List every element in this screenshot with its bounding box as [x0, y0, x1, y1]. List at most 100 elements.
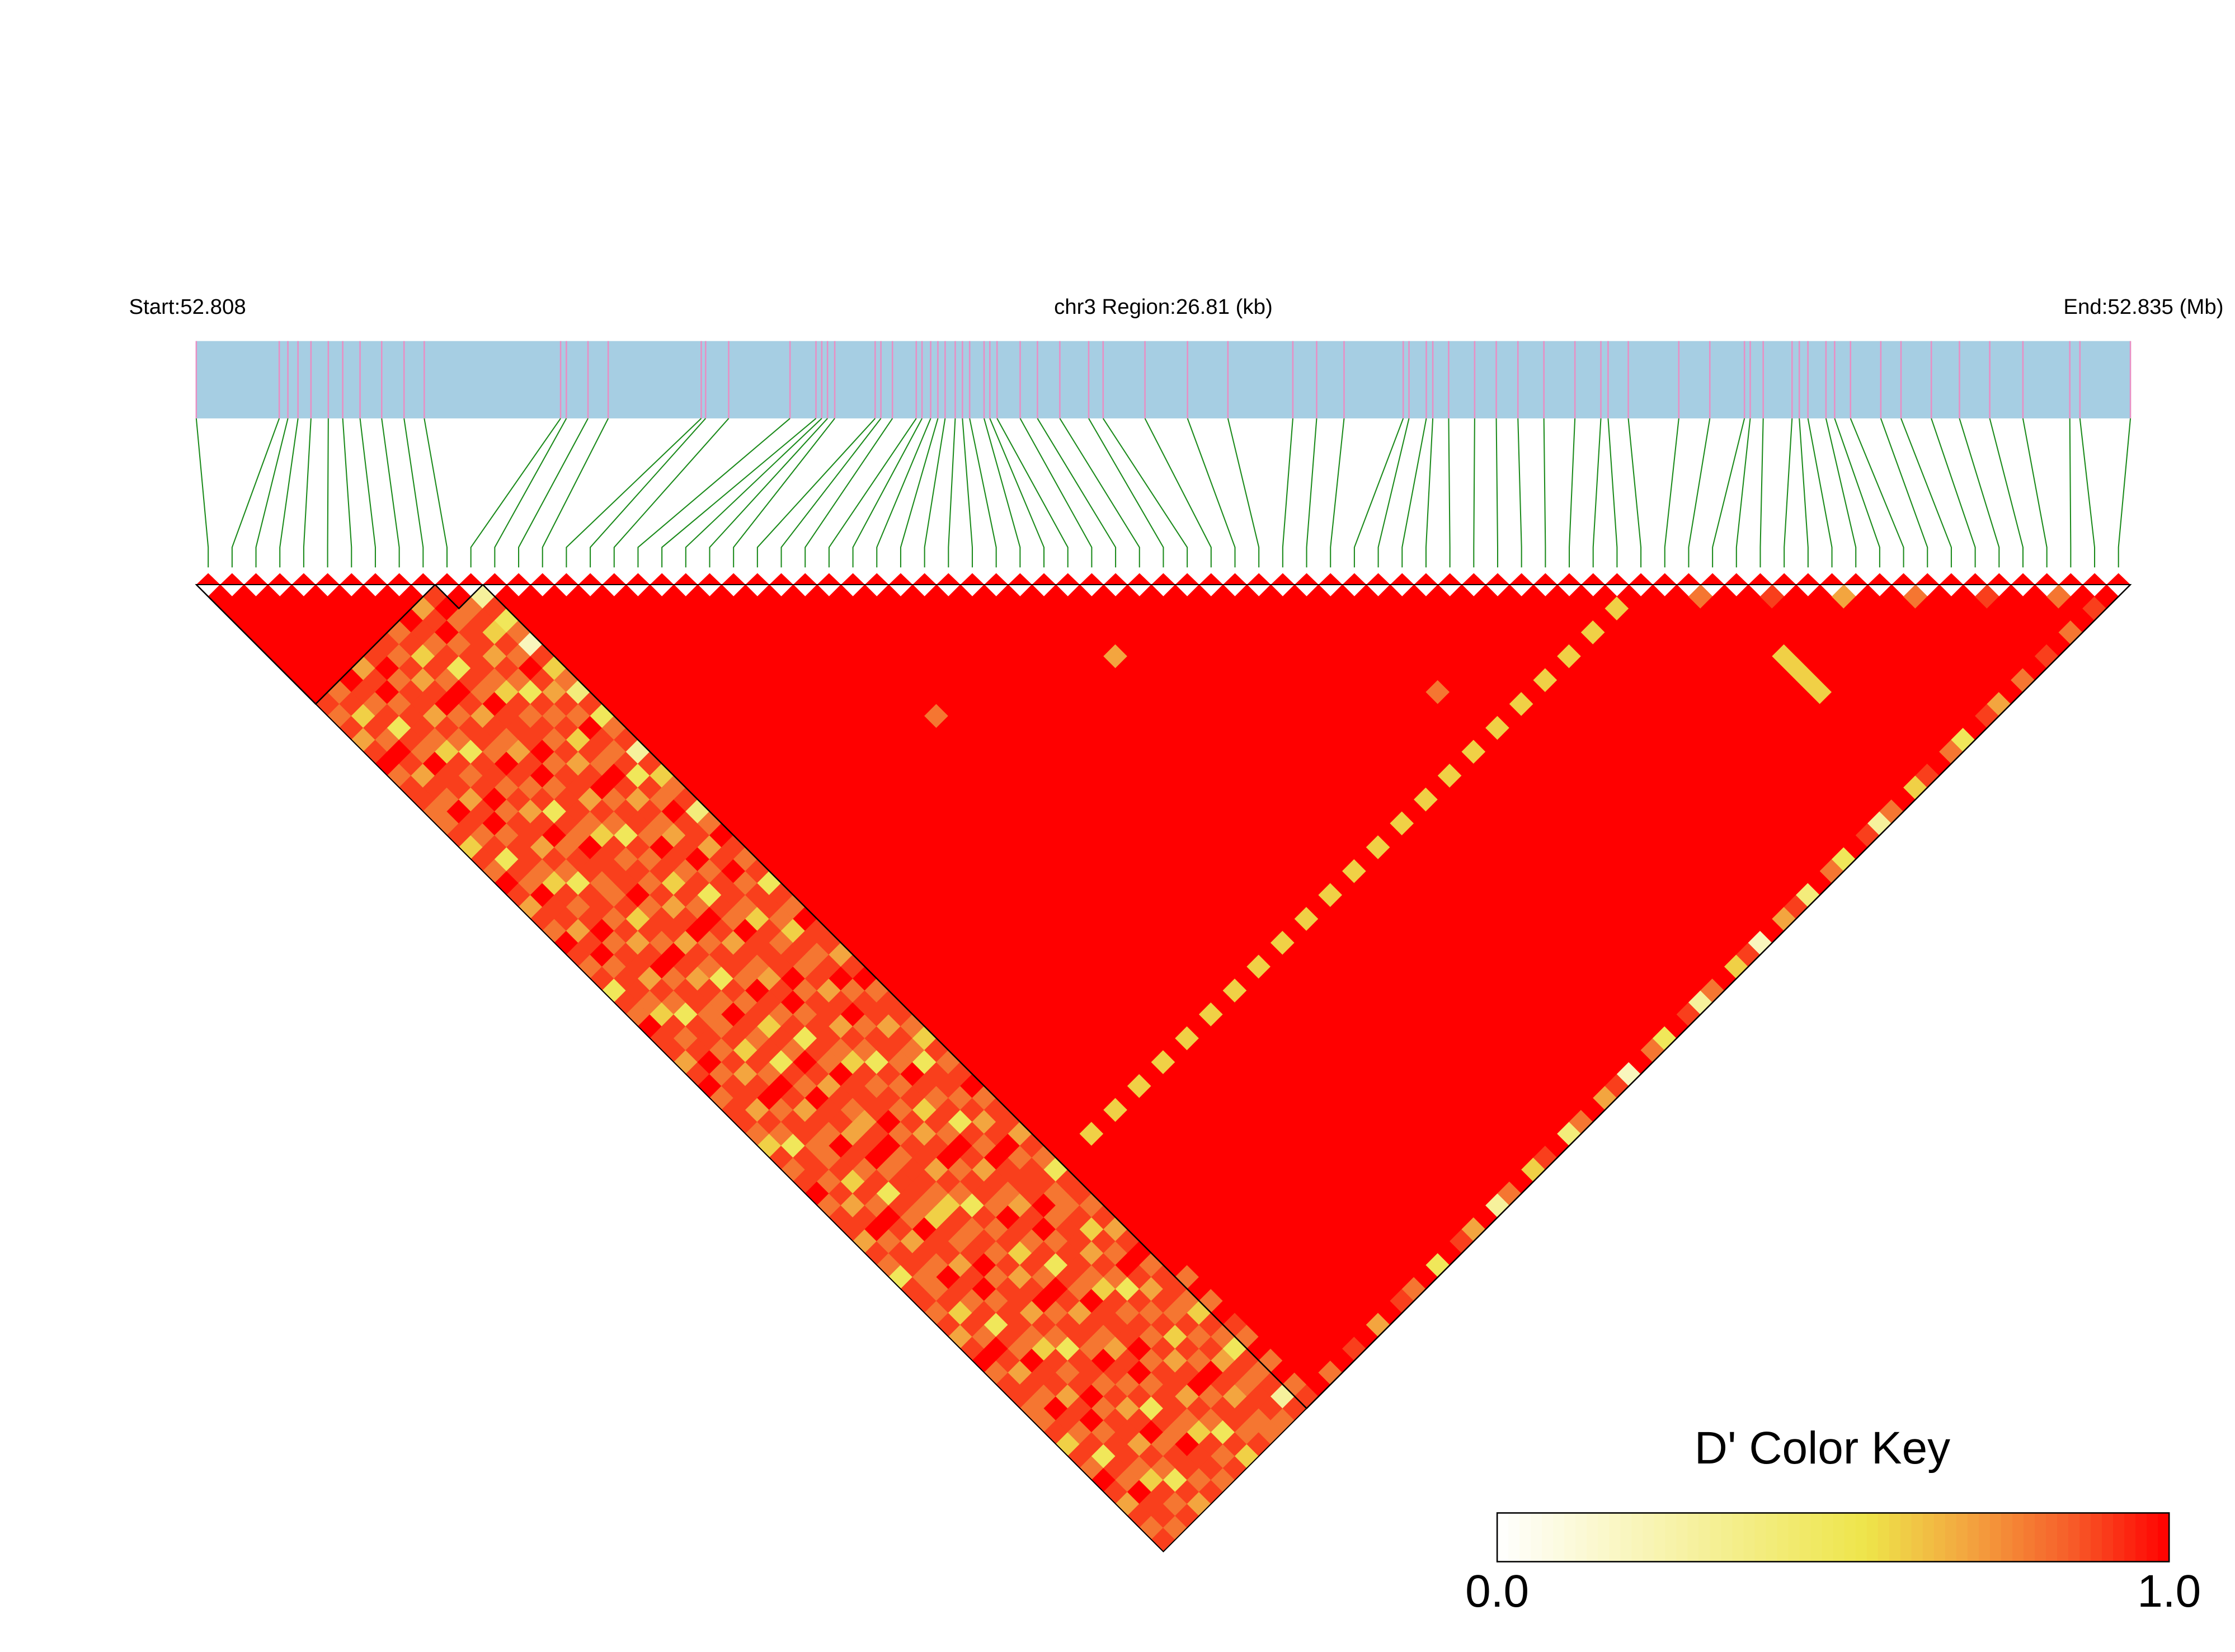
color-key-swatch: [2012, 1513, 2024, 1562]
snp-connector: [1850, 418, 1904, 568]
color-key-swatch: [1665, 1513, 1677, 1562]
snp-tooth: [745, 573, 770, 585]
color-key-swatch: [1866, 1513, 1879, 1562]
snp-tooth: [1653, 573, 1677, 585]
color-key-swatch: [1799, 1513, 1811, 1562]
snp-tooth: [1008, 573, 1032, 585]
snp-tooth: [841, 573, 865, 585]
snp-tooth: [626, 573, 650, 585]
snp-tooth: [1772, 573, 1796, 585]
color-key-swatch: [2034, 1513, 2047, 1562]
color-key-swatch: [1698, 1513, 1711, 1562]
snp-connector: [709, 418, 828, 568]
snp-tooth: [960, 573, 985, 585]
color-key-swatch: [1810, 1513, 1823, 1562]
snp-tooth: [316, 573, 340, 585]
snp-tooth: [2035, 573, 2059, 585]
snp-connector: [590, 418, 707, 568]
snp-connector: [989, 418, 1045, 568]
snp-tooth: [1629, 573, 1653, 585]
snp-connector: [1989, 418, 2024, 568]
snp-connector: [1088, 418, 1164, 568]
snp-tooth: [1461, 573, 1486, 585]
color-key-swatch: [2124, 1513, 2137, 1562]
snp-tooth: [721, 573, 746, 585]
color-key-swatch: [1631, 1513, 1644, 1562]
snp-connector: [1495, 418, 1499, 568]
snp-connector: [1807, 418, 1833, 568]
snp-tooth: [2106, 573, 2131, 585]
color-key-swatch: [1833, 1513, 1845, 1562]
snp-connector: [1306, 418, 1318, 568]
color-key-swatch: [2102, 1513, 2114, 1562]
snp-tooth: [602, 573, 627, 585]
region-end: End:52.835 (Mb): [2063, 295, 2223, 319]
snp-connector: [542, 418, 609, 568]
snp-tooth: [1581, 573, 1606, 585]
snp-connector: [1569, 418, 1576, 568]
snp-tooth: [1032, 573, 1056, 585]
color-key-swatch: [2001, 1513, 2013, 1562]
snp-connector: [1448, 418, 1451, 568]
snp-tooth: [674, 573, 698, 585]
snp-tooth: [196, 573, 220, 585]
snp-tooth: [1891, 573, 1916, 585]
snp-tooth: [435, 573, 459, 585]
color-key-swatch: [1933, 1513, 1946, 1562]
snp-tooth: [1223, 573, 1247, 585]
color-key-swatch: [1822, 1513, 1834, 1562]
snp-connector: [804, 418, 893, 568]
snp-tooth: [339, 573, 364, 585]
snp-tooth: [578, 573, 603, 585]
snp-connector: [828, 418, 917, 568]
color-key-swatch: [1643, 1513, 1655, 1562]
color-key-swatch: [1654, 1513, 1666, 1562]
snp-connector: [381, 418, 400, 568]
region-start: Start:52.808: [129, 295, 246, 319]
snp-tooth: [1963, 573, 1987, 585]
snp-tooth: [267, 573, 292, 585]
snp-tooth: [1509, 573, 1534, 585]
color-key-swatch: [1945, 1513, 1957, 1562]
color-key-swatch: [1967, 1513, 1979, 1562]
snp-connector: [1759, 418, 1764, 568]
snp-tooth: [1271, 573, 1295, 585]
snp-connector: [1353, 418, 1404, 568]
color-key-swatch: [1721, 1513, 1733, 1562]
color-key-swatch: [1519, 1513, 1532, 1562]
snp-connector: [900, 418, 939, 568]
snp-connector: [255, 418, 289, 568]
color-key-swatch: [1497, 1513, 1509, 1562]
snp-tooth: [1485, 573, 1510, 585]
snp-connector: [494, 418, 567, 568]
snp-connector: [1019, 418, 1093, 568]
snp-tooth: [291, 573, 316, 585]
snp-connector: [2022, 418, 2048, 568]
snp-tooth: [1414, 573, 1438, 585]
color-key-swatch: [2091, 1513, 2103, 1562]
snp-tooth: [1151, 573, 1175, 585]
snp-tooth: [1700, 573, 1725, 585]
snp-connector: [1330, 418, 1345, 568]
color-key-swatch: [1710, 1513, 1722, 1562]
snp-tooth: [554, 573, 578, 585]
snp-tooth: [912, 573, 937, 585]
snp-tooth: [1175, 573, 1199, 585]
snp-connector: [1517, 418, 1522, 568]
snp-connector: [756, 418, 876, 568]
snp-connector: [1144, 418, 1212, 568]
color-key-frame: [1496, 1512, 2170, 1562]
snp-tooth: [2082, 573, 2107, 585]
snp-tooth: [1342, 573, 1367, 585]
region-title: chr3 Region:26.81 (kb): [1054, 295, 1273, 319]
snp-tooth: [1080, 573, 1104, 585]
snp-connector: [1425, 418, 1434, 568]
snp-connector: [279, 418, 299, 568]
snp-connector: [1799, 418, 1809, 568]
color-key-swatch: [1743, 1513, 1756, 1562]
snp-tooth: [1796, 573, 1820, 585]
snp-connector: [424, 418, 448, 568]
snp-tooth: [2011, 573, 2035, 585]
color-key-swatch: [1553, 1513, 1565, 1562]
